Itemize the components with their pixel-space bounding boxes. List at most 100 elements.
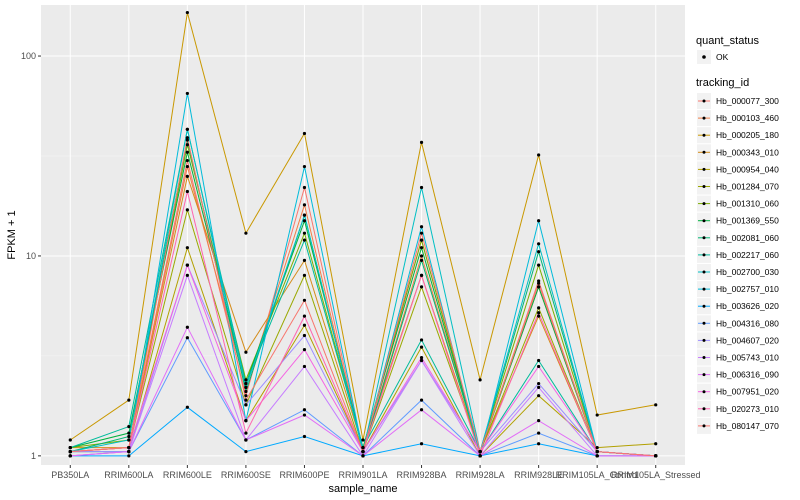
legend-label-ok: OK — [716, 52, 729, 62]
data-point-hb-000077-300-rrim600le — [185, 158, 189, 163]
legend-point-hb-004316-080 — [702, 321, 706, 325]
data-point-hb-005743-010-rrim928le — [537, 385, 541, 389]
legend-point-hb-005743-010 — [702, 356, 706, 359]
data-point-hb-006316-090-rrim600se — [244, 438, 248, 442]
legend-label-hb-020273-010: Hb_020273_010 — [716, 404, 779, 414]
legend-label-hb-003626-020: Hb_003626_020 — [716, 301, 779, 311]
legend-label-hb-001284-070: Hb_001284_070 — [716, 182, 779, 192]
data-point-hb-002757-010-rrim928le — [537, 219, 541, 223]
legend-point-hb-002700-030 — [702, 270, 706, 274]
data-point-hb-006316-090-rrim928ba — [419, 408, 424, 412]
data-point-hb-002081-060-rrim928ba — [419, 258, 424, 262]
legend-point-hb-001369-550 — [702, 219, 706, 223]
x-axis: PB350LA RRIM600LA RRIM600LE RRIM600SE RRIM60… — [51, 465, 701, 480]
data-point-hb-002700-030-rrim928ba — [419, 185, 424, 190]
data-point-hb-080147-070-rrim600pe — [302, 298, 307, 302]
data-point-hb-000205-180-rrim600se — [244, 231, 248, 235]
data-point-hb-000205-180-rrim105la-stressed — [654, 403, 658, 407]
legend-point-hb-000077-300 — [702, 99, 706, 103]
x-tick-label-rrim600pe: RRIM600PE — [279, 470, 329, 480]
data-point-hb-005743-010-rrim928ba — [419, 358, 424, 363]
legend-point-hb-020273-010 — [702, 407, 706, 411]
x-tick-label-rrim901la: RRIM901LA — [338, 470, 387, 480]
x-tick-label-rrim928ba: RRIM928BA — [397, 470, 447, 480]
legend-title-quant-status: quant_status — [696, 35, 759, 47]
line-legend-items: Hb_000077_300 Hb_000103_460 Hb_000205_180 H… — [697, 93, 779, 434]
data-point-hb-006316-090-rrim901la — [361, 454, 365, 458]
data-point-hb-020273-010-rrim600se — [244, 431, 248, 435]
data-point-hb-000954-040-rrim600le — [185, 246, 189, 250]
data-point-hb-002217-060-rrim600la — [127, 425, 131, 429]
data-point-hb-002217-060-rrim928ba — [419, 338, 424, 342]
data-point-hb-080147-070-pb350la — [68, 450, 72, 454]
x-tick-label-rrim928le: RRIM928LE — [514, 470, 563, 480]
legend: quant_status OK tracking_id Hb_000077_30… — [696, 35, 779, 434]
legend-point-hb-001310-060 — [702, 202, 706, 206]
data-point-hb-006316-090-rrim928le — [537, 419, 541, 423]
data-point-hb-002081-060-rrim600la — [127, 434, 131, 439]
legend-point-hb-000205-180 — [702, 133, 706, 137]
data-point-hb-002217-060-rrim600pe — [302, 238, 307, 242]
x-tick-label-rrim600le: RRIM600LE — [163, 470, 212, 480]
data-point-hb-000205-180-pb350la — [68, 438, 72, 442]
x-tick-label-rrim600la: RRIM600LA — [104, 470, 153, 480]
points-layer — [68, 10, 658, 458]
data-point-hb-020273-010-rrim928la — [478, 454, 482, 458]
data-point-hb-001310-060-rrim928ba — [419, 238, 424, 242]
data-point-hb-000205-180-rrim600le — [185, 10, 189, 15]
legend-point-hb-000343-010 — [702, 150, 706, 154]
x-tick-label-rrim105la-control: RRIM105LA_Control — [556, 470, 639, 480]
data-point-hb-000205-180-rrim600la — [127, 398, 131, 402]
data-point-hb-000205-180-rrim105la-control — [595, 413, 599, 417]
data-point-hb-004316-080-rrim600pe — [302, 408, 307, 412]
data-point-hb-001310-060-rrim928le — [537, 263, 541, 267]
data-point-hb-002217-060-rrim901la — [361, 445, 365, 450]
data-point-hb-080147-070-rrim928ba — [419, 231, 424, 235]
data-point-hb-002217-060-rrim928le — [537, 358, 541, 363]
data-point-hb-007951-020-rrim600pe — [302, 348, 307, 352]
legend-label-hb-000077-300: Hb_000077_300 — [716, 96, 779, 106]
data-point-hb-000343-010-rrim600se — [244, 350, 248, 354]
data-point-hb-080147-070-rrim600la — [127, 445, 131, 450]
data-point-hb-007951-020-rrim928ba — [419, 356, 424, 360]
point-legend-items: OK — [697, 50, 729, 64]
data-point-hb-007951-020-rrim928le — [537, 364, 541, 369]
data-point-hb-001284-070-rrim928ba — [419, 285, 424, 289]
data-point-hb-001284-070-rrim600le — [185, 208, 189, 212]
legend-label-hb-000954-040: Hb_000954_040 — [716, 164, 779, 174]
data-point-hb-002757-010-rrim600le — [185, 91, 189, 96]
legend-point-hb-002217-060 — [702, 253, 706, 257]
legend-point-hb-006316-090 — [702, 373, 706, 377]
data-point-hb-004316-080-rrim600le — [185, 336, 189, 340]
data-point-hb-000954-040-rrim928le — [537, 394, 541, 398]
legend-point-hb-002757-010 — [702, 287, 706, 291]
data-point-hb-002081-060-rrim928le — [537, 250, 541, 254]
legend-point-hb-007951-020 — [702, 390, 706, 394]
data-point-hb-001284-070-rrim928le — [537, 306, 541, 310]
data-point-hb-002700-030-rrim600se — [244, 385, 248, 389]
data-point-hb-003626-020-rrim600le — [185, 405, 189, 409]
legend-title-tracking-id: tracking_id — [696, 77, 749, 89]
data-point-hb-000205-180-rrim928le — [537, 153, 541, 157]
data-point-hb-004607-020-rrim600pe — [302, 333, 307, 338]
data-point-hb-000103-460-rrim600le — [185, 164, 189, 169]
data-point-hb-001369-550-rrim600le — [185, 150, 189, 154]
data-point-hb-000205-180-rrim928la — [478, 378, 482, 382]
data-point-hb-000954-040-rrim600pe — [302, 323, 307, 327]
legend-label-hb-001369-550: Hb_001369_550 — [716, 216, 779, 226]
legend-label-hb-080147-070: Hb_080147_070 — [716, 421, 779, 431]
data-point-hb-005743-010-rrim600pe — [302, 364, 307, 369]
data-point-hb-080147-070-rrim928le — [537, 281, 541, 285]
legend-label-hb-001310-060: Hb_001310_060 — [716, 199, 779, 209]
data-point-hb-004607-020-rrim600se — [244, 403, 248, 407]
data-point-hb-001310-060-rrim600le — [185, 143, 189, 147]
data-point-hb-001369-550-rrim600la — [127, 431, 131, 435]
data-point-hb-006316-090-rrim600pe — [302, 413, 307, 417]
data-point-hb-002217-060-rrim600se — [244, 381, 248, 386]
legend-label-hb-005743-010: Hb_005743_010 — [716, 353, 779, 363]
data-point-hb-000205-180-rrim928ba — [419, 140, 424, 144]
y-tick-label-10: 10 — [26, 251, 36, 261]
data-point-hb-000954-040-rrim105la-control — [595, 445, 599, 450]
data-point-hb-020273-010-rrim600le — [185, 189, 189, 194]
data-point-hb-004607-020-rrim928le — [537, 381, 541, 386]
